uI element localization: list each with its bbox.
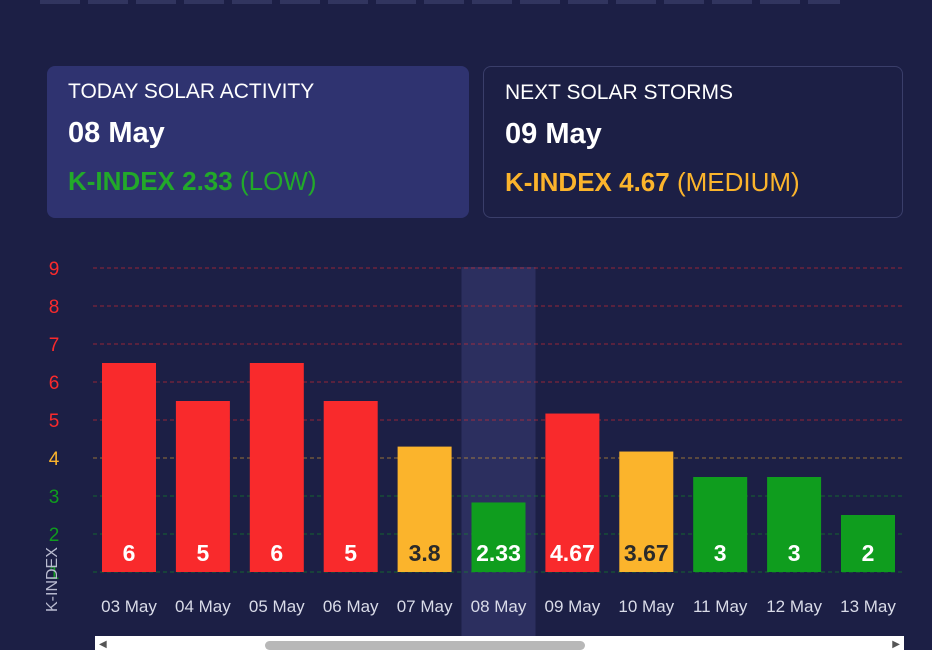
- y-tick-label: 8: [49, 297, 60, 318]
- data-label: 6: [270, 540, 283, 566]
- bar: [102, 363, 156, 572]
- y-tick-label: 6: [49, 373, 60, 394]
- next-card-label: NEXT SOLAR STORMS: [505, 81, 733, 104]
- today-kindex-level: (LOW): [239, 166, 317, 196]
- y-tick-label: 3: [49, 487, 60, 508]
- bar: [249, 363, 304, 572]
- x-tick-label: 09 May: [545, 597, 601, 616]
- data-label: 3.67: [624, 540, 669, 566]
- bar: [471, 502, 526, 572]
- x-tick-label: 05 May: [249, 597, 305, 616]
- data-label: 4.67: [550, 540, 595, 566]
- y-tick-label: 9: [49, 260, 60, 280]
- x-tick-label: 06 May: [323, 597, 379, 616]
- x-tick-label: 11 May: [693, 597, 748, 616]
- x-tick-label: 03 May: [101, 597, 157, 616]
- today-kindex-value: K-INDEX 2.33: [68, 166, 233, 196]
- x-tick-label: 04 May: [175, 597, 231, 616]
- y-tick-label: 5: [49, 411, 60, 432]
- data-label: 5: [197, 540, 210, 566]
- next-storms-card: NEXT SOLAR STORMS 09 May K-INDEX 4.67 (M…: [483, 66, 903, 218]
- y-axis-title: K-INDEX: [44, 547, 61, 612]
- data-label: 3: [714, 540, 727, 566]
- data-label: 6: [123, 540, 136, 566]
- y-tick-label: 7: [49, 335, 60, 356]
- bar: [841, 515, 895, 572]
- bar: [397, 446, 452, 572]
- y-tick-label: 4: [49, 449, 60, 470]
- bar: [693, 477, 748, 572]
- today-activity-card: TODAY SOLAR ACTIVITY 08 May K-INDEX 2.33…: [47, 66, 469, 218]
- y-tick-label: 1: [49, 563, 60, 584]
- x-tick-label: 13 May: [840, 597, 896, 616]
- x-tick-label: 12 May: [766, 597, 822, 616]
- data-label: 5: [344, 540, 357, 566]
- bar: [545, 413, 600, 572]
- next-card-kindex: K-INDEX 4.67 (MEDIUM): [505, 167, 881, 198]
- header-strip: [40, 0, 840, 4]
- next-kindex-value: K-INDEX 4.67: [505, 167, 670, 197]
- scrollbar-thumb[interactable]: [265, 641, 585, 650]
- chart-scrollbar[interactable]: ◀ ▶: [95, 636, 904, 650]
- y-tick-label: 2: [49, 525, 60, 546]
- next-card-date: 09 May: [505, 118, 602, 150]
- kindex-bar-chart: 1 2 3 4 5 6 7 8 9 6 03 May 5 04 May 6 05 May 5 06 May 3.8…: [49, 260, 904, 650]
- bar: [767, 477, 822, 572]
- today-card-kindex: K-INDEX 2.33 (LOW): [68, 166, 448, 197]
- today-card-date: 08 May: [68, 117, 165, 149]
- scroll-right-arrow-icon[interactable]: ▶: [892, 639, 900, 650]
- data-label: 3: [788, 540, 801, 566]
- bar: [323, 401, 378, 572]
- bar: [619, 451, 674, 572]
- bar: [175, 401, 230, 572]
- x-tick-label: 10 May: [618, 597, 674, 616]
- scroll-left-arrow-icon[interactable]: ◀: [99, 639, 107, 650]
- data-label: 3.8: [409, 540, 441, 566]
- x-tick-label: 07 May: [397, 597, 453, 616]
- data-label: 2.33: [476, 540, 521, 566]
- next-kindex-level: (MEDIUM): [676, 167, 800, 197]
- x-tick-label: 08 May: [471, 597, 527, 616]
- data-label: 2: [862, 540, 875, 566]
- today-card-label: TODAY SOLAR ACTIVITY: [68, 80, 315, 103]
